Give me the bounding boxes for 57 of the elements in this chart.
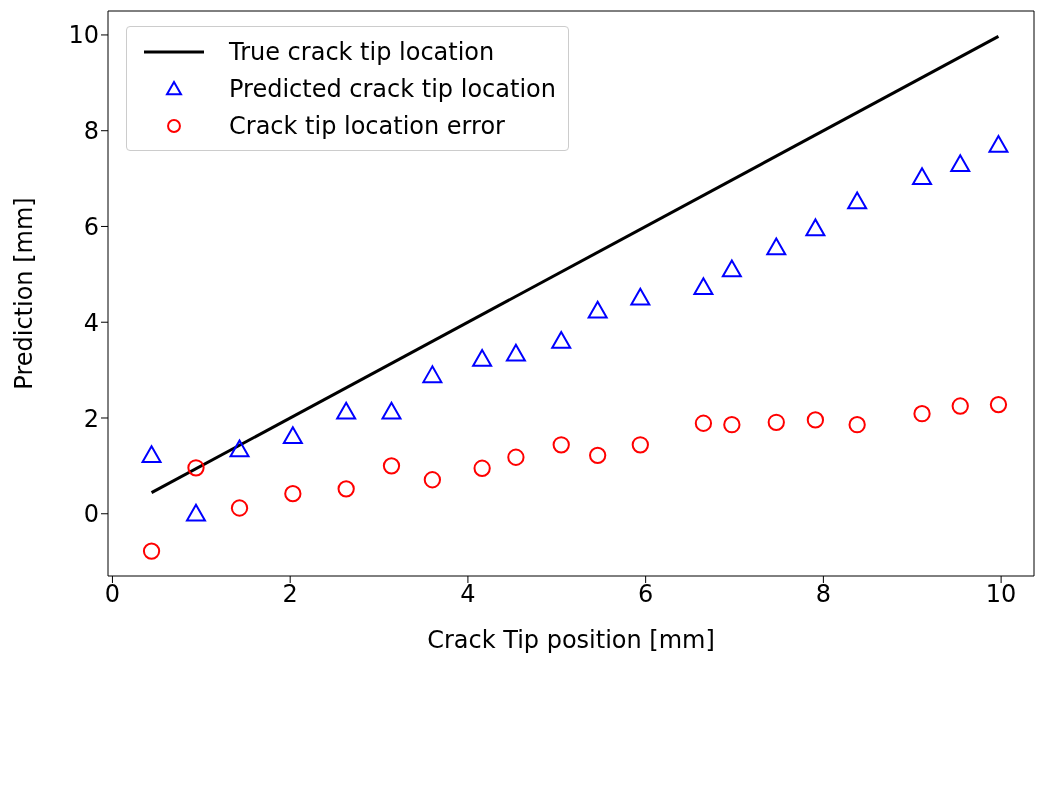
point bbox=[766, 237, 787, 256]
point bbox=[284, 484, 302, 503]
point bbox=[721, 259, 742, 278]
point bbox=[694, 414, 713, 432]
point bbox=[723, 416, 741, 434]
y-tick-label: 4 bbox=[83, 308, 99, 337]
y-axis-title: Prediction [mm] bbox=[9, 197, 38, 390]
point bbox=[848, 416, 866, 434]
point bbox=[141, 445, 162, 464]
point bbox=[472, 349, 493, 367]
point bbox=[187, 459, 205, 477]
point bbox=[587, 300, 608, 319]
point bbox=[805, 218, 826, 237]
x-tick-label: 2 bbox=[282, 580, 298, 609]
legend-label: True crack tip location bbox=[229, 37, 495, 66]
point bbox=[381, 401, 402, 420]
point bbox=[806, 411, 825, 429]
point bbox=[589, 446, 607, 464]
point bbox=[229, 439, 250, 458]
point bbox=[631, 436, 649, 454]
point bbox=[382, 457, 401, 475]
point bbox=[988, 135, 1009, 153]
point bbox=[551, 330, 572, 349]
point bbox=[337, 480, 355, 498]
point bbox=[630, 287, 651, 306]
legend-label: Predicted crack tip location bbox=[229, 74, 556, 103]
point bbox=[951, 397, 969, 415]
point bbox=[847, 191, 868, 210]
y-tick-label: 0 bbox=[83, 500, 99, 529]
x-axis-title: Crack Tip position [mm] bbox=[427, 626, 715, 654]
point bbox=[336, 401, 357, 420]
x-tick-label: 6 bbox=[638, 580, 654, 609]
point bbox=[693, 277, 714, 296]
point bbox=[505, 343, 526, 362]
y-tick-label: 6 bbox=[83, 212, 99, 241]
x-tick-label: 4 bbox=[460, 580, 476, 609]
x-tick-label: 0 bbox=[104, 580, 121, 609]
point bbox=[185, 503, 206, 522]
point bbox=[230, 499, 249, 517]
point bbox=[282, 426, 303, 444]
point bbox=[423, 471, 442, 489]
point bbox=[912, 167, 933, 185]
point bbox=[473, 459, 491, 477]
point bbox=[552, 436, 570, 454]
point bbox=[989, 395, 1008, 414]
x-tick-label: 10 bbox=[985, 580, 1017, 609]
point bbox=[142, 542, 161, 560]
point bbox=[507, 448, 525, 466]
legend-label: Crack tip location error bbox=[229, 111, 505, 140]
y-tick-label: 10 bbox=[68, 21, 99, 50]
y-tick-label: 2 bbox=[83, 404, 99, 433]
point bbox=[422, 365, 443, 384]
x-tick-label: 8 bbox=[815, 580, 832, 609]
point bbox=[913, 405, 931, 423]
y-tick-label: 8 bbox=[83, 117, 99, 146]
point bbox=[950, 154, 971, 172]
point bbox=[767, 413, 785, 431]
